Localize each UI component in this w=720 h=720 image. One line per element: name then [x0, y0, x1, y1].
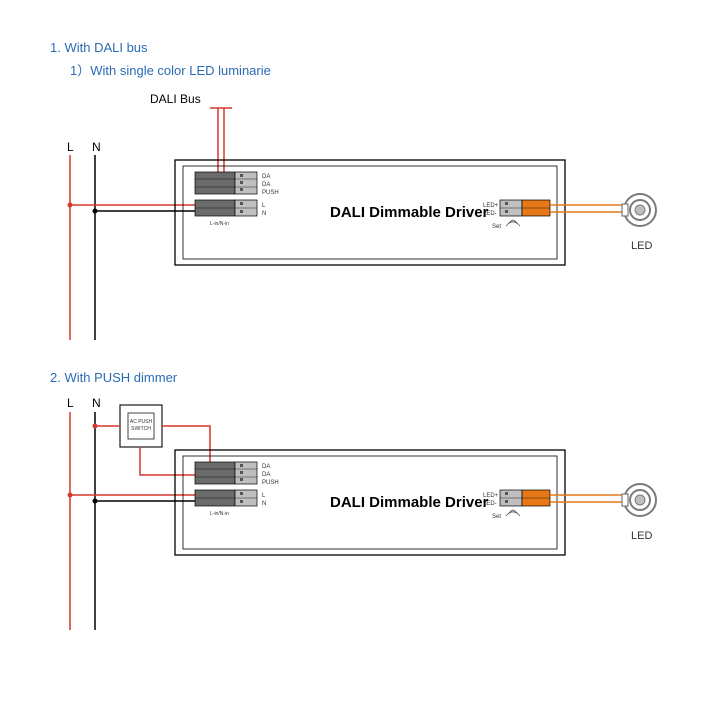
svg-text:LED+: LED+	[483, 493, 499, 499]
svg-text:DA: DA	[262, 464, 270, 470]
svg-text:PUSH: PUSH	[262, 480, 279, 486]
svg-text:SWITCH: SWITCH	[131, 426, 151, 432]
led-icon-2	[622, 484, 656, 516]
svg-text:Set: Set	[492, 224, 501, 230]
svg-text:DA: DA	[262, 174, 270, 180]
svg-text:DA: DA	[262, 472, 270, 478]
svg-text:N: N	[262, 501, 266, 507]
svg-text:LED-: LED-	[483, 501, 497, 507]
svg-text:N: N	[262, 211, 266, 217]
led-icon-1	[622, 194, 656, 226]
svg-text:L-in/N-in: L-in/N-in	[210, 221, 229, 227]
svg-text:L-in/N-in: L-in/N-in	[210, 511, 229, 517]
svg-text:L: L	[262, 203, 266, 209]
svg-text:L: L	[262, 493, 266, 499]
svg-text:AC PUSH: AC PUSH	[130, 419, 153, 425]
wiring-svg: DA DA PUSH L N L-in/N-in LED+ LED- Set	[0, 0, 720, 720]
svg-text:DA: DA	[262, 182, 270, 188]
svg-text:Set: Set	[492, 514, 501, 520]
svg-text:LED+: LED+	[483, 203, 499, 209]
page-root: 1. With DALI bus 1）With single color LED…	[0, 0, 720, 720]
svg-text:PUSH: PUSH	[262, 190, 279, 196]
svg-text:LED-: LED-	[483, 211, 497, 217]
